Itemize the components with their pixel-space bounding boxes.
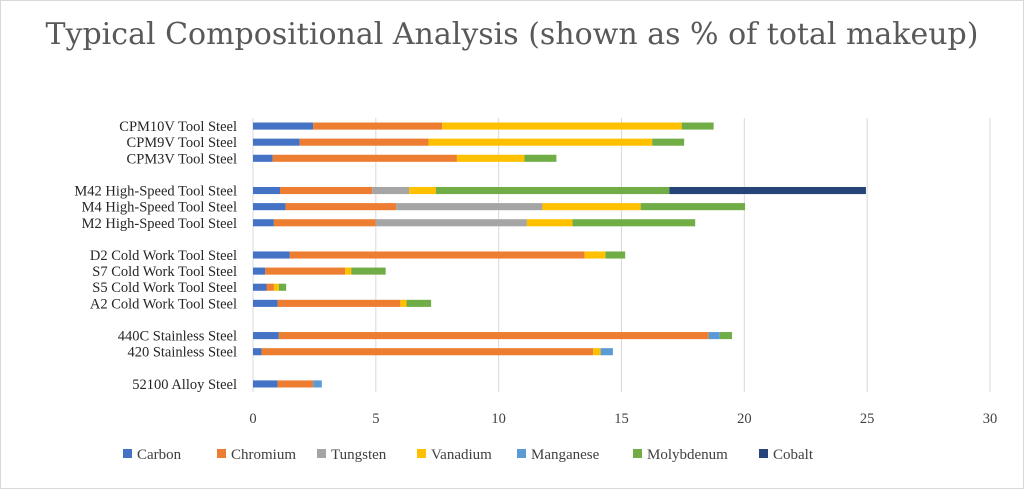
bar-vanadium-a2-cold-work-tool-steel: [400, 299, 407, 307]
legend-label-carbon: Carbon: [137, 447, 182, 463]
x-tick-label-15: 15: [614, 411, 629, 427]
bar-manganese-420-stainless-steel: [600, 348, 613, 356]
bar-chromium-cpm3v-tool-steel: [272, 154, 457, 162]
legend-swatch-vanadium: [417, 449, 426, 458]
legend-swatch-cobalt: [759, 449, 768, 458]
bar-tungsten-m4-high-speed-tool-steel: [396, 203, 543, 211]
bar-chromium-a2-cold-work-tool-steel: [277, 299, 401, 307]
bar-manganese-440c-stainless-steel: [708, 332, 720, 340]
bar-carbon-420-stainless-steel: [253, 348, 262, 356]
bar-molybdenum-cpm9v-tool-steel: [652, 138, 685, 146]
bar-molybdenum-s7-cold-work-tool-steel: [351, 267, 386, 275]
bar-carbon-s7-cold-work-tool-steel: [253, 267, 266, 275]
bar-carbon-s5-cold-work-tool-steel: [253, 283, 267, 291]
bar-vanadium-cpm3v-tool-steel: [456, 154, 525, 162]
bar-vanadium-d2-cold-work-tool-steel: [584, 251, 606, 259]
bar-carbon-440c-stainless-steel: [253, 332, 279, 340]
legend-swatch-carbon: [123, 449, 132, 458]
category-label-d2-cold-work-tool-steel: D2 Cold Work Tool Steel: [90, 248, 237, 264]
bar-vanadium-m42-high-speed-tool-steel: [408, 186, 437, 195]
category-label-m4-high-speed-tool-steel: M4 High-Speed Tool Steel: [82, 200, 237, 216]
legend-label-tungsten: Tungsten: [331, 447, 387, 463]
bar-manganese-52100-alloy-steel: [313, 380, 322, 388]
bar-vanadium-cpm10v-tool-steel: [442, 122, 682, 130]
bar-chromium-cpm9v-tool-steel: [299, 138, 429, 146]
category-label-m42-high-speed-tool-steel: M42 High-Speed Tool Steel: [74, 184, 237, 200]
bar-vanadium-s5-cold-work-tool-steel: [273, 283, 279, 291]
bar-carbon-cpm3v-tool-steel: [253, 154, 273, 162]
category-label-s5-cold-work-tool-steel: S5 Cold Work Tool Steel: [92, 280, 237, 296]
bar-vanadium-420-stainless-steel: [593, 348, 601, 356]
category-label-cpm3v-tool-steel: CPM3V Tool Steel: [127, 151, 237, 167]
bar-chromium-m2-high-speed-tool-steel: [273, 219, 376, 227]
x-tick-label-10: 10: [491, 411, 506, 427]
bar-carbon-m4-high-speed-tool-steel: [253, 203, 286, 211]
legend: Carbon Chromium Tungsten Vanadium Manganese M…: [123, 447, 814, 463]
x-tick-label-20: 20: [737, 411, 752, 427]
bar-carbon-a2-cold-work-tool-steel: [253, 299, 278, 307]
legend-swatch-molybdenum: [633, 449, 642, 458]
bar-carbon-52100-alloy-steel: [253, 380, 278, 388]
bar-chromium-cpm10v-tool-steel: [313, 122, 443, 130]
bar-vanadium-m2-high-speed-tool-steel: [526, 219, 573, 227]
bar-chromium-420-stainless-steel: [261, 348, 594, 356]
x-tick-label-30: 30: [983, 411, 998, 427]
category-label-a2-cold-work-tool-steel: A2 Cold Work Tool Steel: [90, 296, 237, 312]
category-label-52100-alloy-steel: 52100 Alloy Steel: [132, 377, 237, 393]
legend-label-cobalt: Cobalt: [773, 447, 814, 463]
bar-carbon-d2-cold-work-tool-steel: [253, 251, 290, 259]
bar-carbon-m2-high-speed-tool-steel: [253, 219, 274, 227]
category-label-cpm10v-tool-steel: CPM10V Tool Steel: [119, 119, 237, 135]
bar-carbon-m42-high-speed-tool-steel: [253, 186, 281, 195]
bar-chromium-m4-high-speed-tool-steel: [285, 203, 397, 211]
bar-molybdenum-440c-stainless-steel: [719, 332, 733, 340]
bar-tungsten-m42-high-speed-tool-steel: [372, 186, 409, 195]
chart-title: Typical Compositional Analysis (shown as…: [45, 17, 979, 52]
bar-molybdenum-m4-high-speed-tool-steel: [640, 203, 746, 211]
legend-label-vanadium: Vanadium: [431, 447, 492, 463]
x-tick-label-25: 25: [860, 411, 875, 427]
bar-molybdenum-m2-high-speed-tool-steel: [572, 219, 696, 227]
category-label-cpm9v-tool-steel: CPM9V Tool Steel: [127, 135, 237, 151]
bar-chromium-s5-cold-work-tool-steel: [266, 283, 274, 291]
bar-molybdenum-a2-cold-work-tool-steel: [406, 299, 432, 307]
bar-carbon-cpm9v-tool-steel: [253, 138, 300, 146]
legend-label-molybdenum: Molybdenum: [647, 447, 728, 463]
category-label-440c-stainless-steel: 440C Stainless Steel: [118, 329, 237, 345]
x-tick-label-0: 0: [249, 411, 256, 427]
bar-chromium-52100-alloy-steel: [277, 380, 314, 388]
legend-swatch-chromium: [217, 449, 226, 458]
bar-chromium-440c-stainless-steel: [278, 332, 709, 340]
bar-series: [253, 122, 866, 388]
bar-molybdenum-m42-high-speed-tool-steel: [436, 186, 670, 195]
bar-molybdenum-s5-cold-work-tool-steel: [278, 283, 287, 291]
legend-swatch-manganese: [517, 449, 526, 458]
bar-vanadium-s7-cold-work-tool-steel: [345, 267, 352, 275]
bar-chromium-d2-cold-work-tool-steel: [289, 251, 585, 259]
bar-carbon-cpm10v-tool-steel: [253, 122, 314, 130]
bar-molybdenum-cpm3v-tool-steel: [524, 154, 557, 162]
legend-label-manganese: Manganese: [531, 447, 600, 463]
x-axis-ticks: 0 5 10 15 20 25 30: [249, 411, 997, 427]
bar-vanadium-m4-high-speed-tool-steel: [542, 203, 641, 211]
legend-swatch-tungsten: [317, 449, 326, 458]
bar-molybdenum-cpm10v-tool-steel: [681, 122, 714, 130]
bar-chromium-s7-cold-work-tool-steel: [265, 267, 346, 275]
category-label-m2-high-speed-tool-steel: M2 High-Speed Tool Steel: [82, 216, 237, 232]
category-label-420-stainless-steel: 420 Stainless Steel: [127, 345, 237, 361]
x-tick-label-5: 5: [372, 411, 379, 427]
bar-cobalt-m42-high-speed-tool-steel: [669, 186, 866, 195]
bar-tungsten-m2-high-speed-tool-steel: [375, 219, 527, 227]
bar-vanadium-cpm9v-tool-steel: [428, 138, 653, 146]
bar-chromium-m42-high-speed-tool-steel: [280, 186, 373, 195]
category-label-s7-cold-work-tool-steel: S7 Cold Work Tool Steel: [92, 264, 237, 280]
legend-label-chromium: Chromium: [231, 447, 296, 463]
bar-molybdenum-d2-cold-work-tool-steel: [605, 251, 626, 259]
